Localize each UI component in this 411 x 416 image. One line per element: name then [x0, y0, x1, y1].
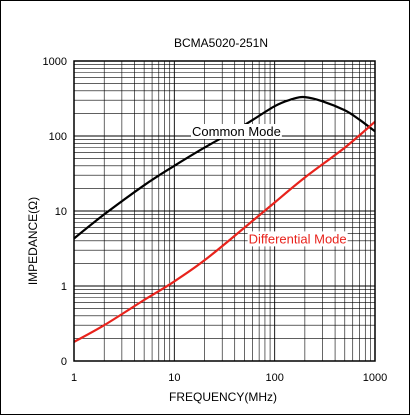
grid: [73, 61, 375, 362]
x-tick-label: 1: [71, 372, 77, 384]
series-line-common-mode: [73, 95, 376, 240]
annotations: Common Mode Differential Mode: [191, 124, 348, 247]
x-axis-label: FREQUENCY(MHz): [169, 390, 277, 404]
annotation-background: [247, 231, 348, 247]
y-tick-label: 10: [55, 206, 67, 218]
y-tick-label: 1: [61, 281, 67, 293]
y-tick-label: 1000: [43, 56, 67, 68]
annotation-label: Common Mode: [192, 124, 281, 139]
y-tick-label: 0: [61, 356, 67, 368]
annotation-background: [191, 124, 282, 139]
x-tick-label: 10: [168, 372, 180, 384]
y-axis-label: IMPEDANCE(Ω): [26, 197, 40, 285]
x-tick-label: 1000: [363, 372, 387, 384]
chart-title: BCMA5020-251N: [174, 36, 268, 50]
series-layer: [73, 95, 376, 343]
series-line-differential-mode: [73, 120, 376, 343]
annotation-label: Differential Mode: [249, 231, 347, 246]
x-tick-label: 100: [265, 372, 283, 384]
plot-border: [73, 60, 376, 362]
y-tick-label: 100: [49, 131, 67, 143]
